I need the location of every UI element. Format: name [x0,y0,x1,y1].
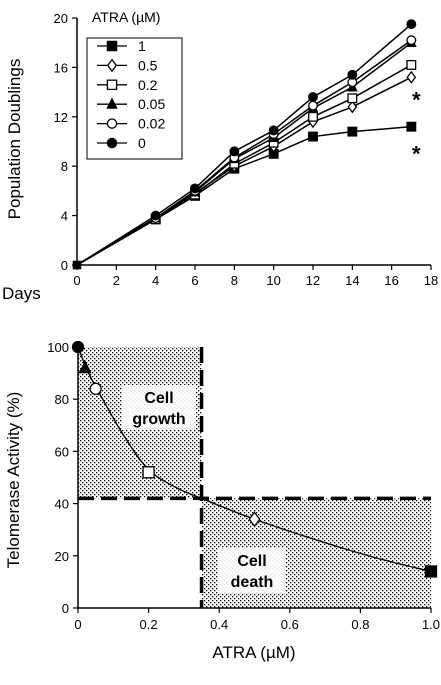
x-tick-label: 6 [191,273,198,288]
data-point-0 [347,69,358,80]
telomerase-data-point [78,360,92,374]
x-tick-label: 0 [74,617,81,632]
legend-label-1: 1 [138,38,146,54]
x-tick-label: 12 [306,273,320,288]
x-tick-label: 16 [384,273,398,288]
legend-label-0: 0 [138,135,146,151]
death-label-bg [218,548,286,593]
cell-death-label: Cell [237,553,266,570]
x-tick-label: 0.4 [210,617,228,632]
cell-growth-label: Cell [144,390,173,407]
legend-marker-0 [106,137,118,149]
telomerase-data-point [248,511,261,528]
legend-marker-0.05 [106,97,118,109]
y-tick-label: 20 [55,549,69,564]
y-tick-label: 40 [55,497,69,512]
legend-label-0.02: 0.02 [138,116,165,132]
telomerase-data-point [71,340,85,354]
telomerase-chart-xlabel: ATRA (µM) [212,643,295,662]
legend-marker-1 [106,40,118,52]
legend-marker-0.2 [106,79,118,91]
y-tick-label: 12 [54,110,68,125]
legend-marker-0.02 [106,118,118,129]
x-tick-label: 0.2 [140,617,158,632]
origin-data-point [72,260,82,270]
legend-label-0.2: 0.2 [138,77,158,93]
telomerase-data-point [142,466,155,479]
y-tick-label: 100 [47,340,69,355]
data-point-0.5 [406,70,417,84]
telomerase-data-point [424,565,438,578]
telomerase-regions [78,347,431,608]
data-point-0 [150,210,161,221]
legend-title: ATRA (µM) [92,9,160,25]
y-tick-label: 0 [62,601,69,616]
telomerase-data-point [89,382,102,395]
growth-chart-xlabel: Days [2,284,41,303]
cell-death-label: death [231,574,274,591]
x-tick-label: 4 [152,273,159,288]
x-tick-label: 2 [113,273,120,288]
growth-chart-legend: ATRA (µM) 1 0.5 0.2 0.05 0.02 0 [86,9,183,160]
y-tick-label: 16 [54,60,68,75]
growth-label-bg [122,385,196,430]
x-tick-label: 10 [266,273,280,288]
series-line-0.2 [76,64,412,266]
x-tick-label: 0.6 [281,617,299,632]
x-tick-label: 0 [73,273,80,288]
cell-growth-label: growth [132,411,185,428]
y-tick-label: 80 [55,392,69,407]
data-point-0.02 [308,100,318,111]
data-point-0 [229,146,240,157]
legend-box [86,37,183,160]
significance-asterisk: * [412,87,421,112]
legend-label-0.5: 0.5 [138,57,158,73]
growth-chart-series: ** [72,19,421,270]
telomerase-chart-series: Cell growth Cell death [71,340,438,591]
data-point-0.2 [406,59,417,70]
x-tick-label: 18 [424,273,438,288]
y-tick-label: 0 [61,258,68,273]
series-line-0 [76,23,412,266]
telomerase-chart-axes: 0 0.2 0.4 0.6 0.8 1.0 0 20 40 60 80 100 [47,340,440,632]
data-point-1 [308,131,318,142]
telomerase-chart-ylabel: Telomerase Activity (%) [4,392,23,569]
data-point-0 [308,92,318,102]
legend-label-0.05: 0.05 [138,96,165,112]
y-tick-label: 8 [61,159,68,174]
x-tick-label: 14 [345,273,359,288]
y-tick-label: 4 [61,209,68,224]
significance-asterisk: * [412,142,421,167]
data-point-0 [406,19,417,30]
x-tick-label: 0.8 [351,617,369,632]
y-tick-label: 60 [55,444,69,459]
data-point-0.2 [347,93,358,104]
data-point-0.5 [347,100,358,114]
x-tick-label: 8 [231,273,238,288]
legend-marker-0.5 [106,58,118,73]
data-point-1 [406,121,417,132]
x-tick-label: 1.0 [422,617,440,632]
series-line-0.02 [76,39,412,266]
growth-chart-ylabel: Population Doublings [5,59,24,220]
data-point-1 [347,126,358,137]
data-point-0.2 [308,111,318,122]
data-point-0 [190,183,200,194]
y-tick-label: 20 [54,11,68,26]
data-point-0 [268,125,279,136]
data-point-0.02 [406,35,417,46]
